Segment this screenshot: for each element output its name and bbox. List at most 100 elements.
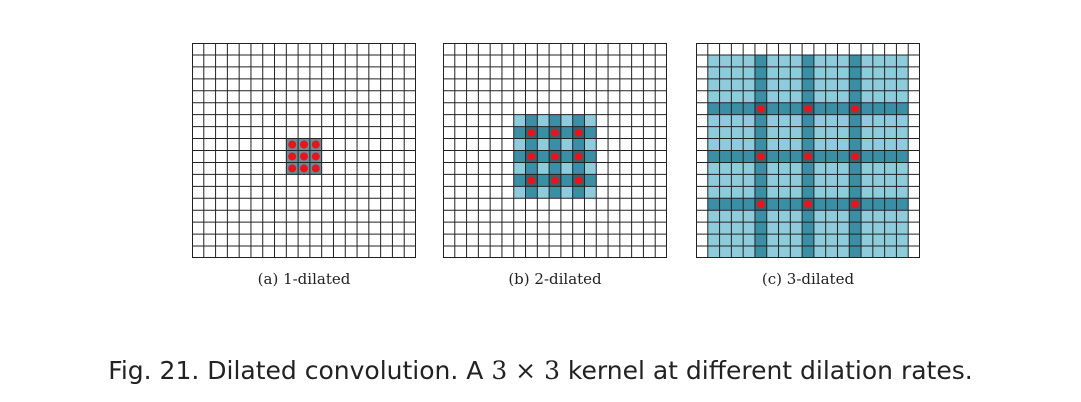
receptive-cell — [896, 234, 909, 247]
receptive-cell — [896, 210, 909, 223]
receptive-cell — [813, 234, 826, 247]
receptive-cell — [778, 246, 791, 258]
receptive-cell — [825, 138, 838, 151]
grid-panel-b — [443, 43, 667, 258]
receptive-cell — [766, 186, 779, 199]
receptive-cell — [837, 186, 850, 199]
receptive-cell — [778, 198, 791, 211]
receptive-cell — [849, 246, 862, 258]
receptive-cell — [560, 138, 573, 151]
receptive-cell — [790, 138, 803, 151]
receptive-cell — [837, 222, 850, 235]
receptive-cell — [513, 186, 526, 199]
receptive-cell — [849, 66, 862, 80]
receptive-cell — [584, 174, 597, 187]
receptive-cell — [778, 90, 791, 103]
receptive-cell — [825, 54, 838, 68]
receptive-cell — [766, 162, 779, 175]
receptive-cell — [872, 102, 885, 115]
receptive-cell — [766, 222, 779, 235]
receptive-cell — [778, 150, 791, 163]
receptive-cell — [872, 90, 885, 103]
receptive-cell — [884, 126, 897, 139]
receptive-cell — [560, 162, 573, 175]
receptive-cell — [872, 234, 885, 247]
receptive-cell — [825, 234, 838, 247]
receptive-cell — [813, 90, 826, 103]
receptive-cell — [584, 138, 597, 151]
receptive-cell — [896, 162, 909, 175]
receptive-cell — [802, 78, 815, 91]
receptive-cell — [813, 150, 826, 163]
receptive-cell — [884, 162, 897, 175]
receptive-cell — [790, 90, 803, 103]
receptive-cell — [849, 186, 862, 199]
receptive-cell — [719, 138, 732, 151]
receptive-cell — [537, 138, 550, 151]
receptive-cell — [707, 222, 720, 235]
receptive-cell — [754, 138, 767, 151]
receptive-cell — [743, 78, 756, 91]
receptive-cell — [813, 174, 826, 187]
receptive-cell — [778, 174, 791, 187]
panel-caption-b: (b) 2-dilated — [508, 270, 602, 288]
receptive-cell — [754, 210, 767, 223]
receptive-cell — [802, 114, 815, 127]
receptive-cell — [719, 150, 732, 163]
receptive-cell — [790, 126, 803, 139]
receptive-cell — [802, 222, 815, 235]
kernel-sample-dot — [527, 152, 536, 161]
receptive-cell — [825, 90, 838, 103]
receptive-cell — [872, 66, 885, 80]
receptive-cell — [861, 54, 874, 68]
grid-panel-a — [192, 43, 416, 258]
receptive-cell — [837, 66, 850, 80]
receptive-cell — [766, 234, 779, 247]
receptive-cell — [896, 54, 909, 68]
receptive-cell — [572, 114, 585, 127]
receptive-cell — [813, 126, 826, 139]
receptive-cell — [719, 102, 732, 115]
receptive-cell — [743, 138, 756, 151]
kernel-sample-dot — [756, 104, 765, 113]
receptive-cell — [525, 162, 538, 175]
receptive-cell — [872, 138, 885, 151]
receptive-cell — [884, 210, 897, 223]
receptive-cell — [707, 198, 720, 211]
receptive-cell — [825, 174, 838, 187]
receptive-cell — [802, 66, 815, 80]
kernel-sample-dot — [288, 152, 297, 161]
receptive-cell — [861, 210, 874, 223]
receptive-cell — [778, 138, 791, 151]
receptive-cell — [754, 54, 767, 68]
receptive-cell — [813, 246, 826, 258]
receptive-cell — [731, 66, 744, 80]
receptive-cell — [884, 222, 897, 235]
receptive-cell — [743, 210, 756, 223]
receptive-cell — [802, 210, 815, 223]
receptive-cell — [802, 54, 815, 68]
receptive-cell — [754, 222, 767, 235]
receptive-cell — [849, 138, 862, 151]
receptive-cell — [731, 162, 744, 175]
receptive-cell — [884, 90, 897, 103]
receptive-cell — [549, 162, 562, 175]
receptive-cell — [572, 186, 585, 199]
receptive-cell — [884, 174, 897, 187]
receptive-cell — [766, 114, 779, 127]
receptive-cell — [731, 150, 744, 163]
receptive-cell — [707, 210, 720, 223]
receptive-cell — [731, 210, 744, 223]
receptive-cell — [707, 246, 720, 258]
receptive-cell — [743, 66, 756, 80]
receptive-cell — [549, 186, 562, 199]
kernel-sample-dot — [551, 128, 559, 137]
receptive-cell — [584, 186, 597, 199]
receptive-cell — [560, 114, 573, 127]
receptive-cell — [754, 126, 767, 139]
kernel-sample-dot — [804, 200, 812, 209]
receptive-cell — [707, 150, 720, 163]
receptive-cell — [707, 174, 720, 187]
receptive-cell — [537, 174, 550, 187]
receptive-cell — [731, 102, 744, 115]
